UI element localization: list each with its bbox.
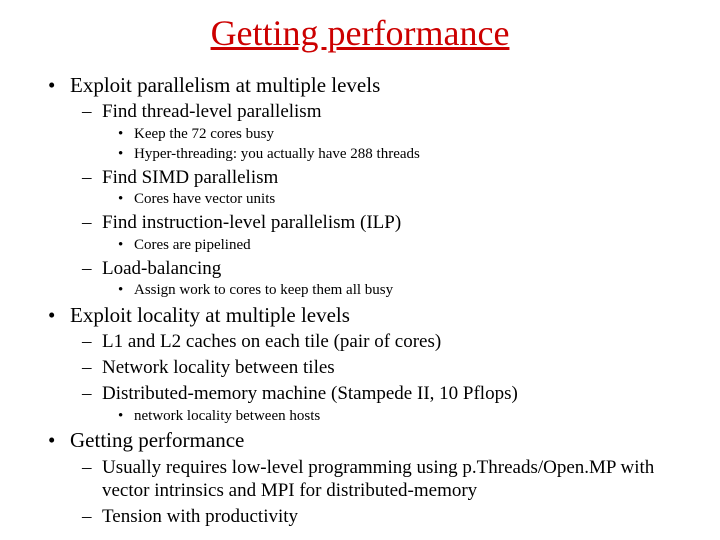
list-item-text: network locality between hosts (134, 408, 320, 424)
list-item-text: L1 and L2 caches on each tile (pair of c… (102, 331, 441, 352)
list-item: Hyper-threading: you actually have 288 t… (102, 145, 690, 164)
list-item: Assign work to cores to keep them all bu… (102, 281, 690, 300)
bullet-list-level-2: Usually requires low-level programming u… (70, 456, 690, 529)
list-item: Network locality between tiles (70, 356, 690, 380)
list-item: Distributed-memory machine (Stampede II,… (70, 382, 690, 426)
bullet-list-level-3: Cores are pipelined (102, 236, 690, 255)
list-item-text: Exploit locality at multiple levels (70, 303, 350, 327)
list-item-text: Exploit parallelism at multiple levels (70, 73, 380, 97)
list-item-text: Usually requires low-level programming u… (102, 457, 654, 502)
bullet-list-level-3: Assign work to cores to keep them all bu… (102, 281, 690, 300)
bullet-list-level-1: Exploit parallelism at multiple levels F… (30, 72, 690, 529)
list-item-text: Network locality between tiles (102, 357, 335, 378)
list-item: Keep the 72 cores busy (102, 125, 690, 144)
list-item-text: Hyper-threading: you actually have 288 t… (134, 146, 420, 162)
list-item-text: Keep the 72 cores busy (134, 126, 274, 142)
list-item-text: Cores have vector units (134, 191, 275, 207)
list-item: Exploit parallelism at multiple levels F… (30, 72, 690, 300)
list-item: Getting performance Usually requires low… (30, 427, 690, 529)
list-item: Tension with productivity (70, 505, 690, 529)
list-item-text: Tension with productivity (102, 506, 298, 527)
list-item-text: Find instruction-level parallelism (ILP) (102, 212, 401, 233)
list-item-text: Find SIMD parallelism (102, 167, 278, 188)
bullet-list-level-2: Find thread-level parallelism Keep the 7… (70, 100, 690, 300)
list-item: Exploit locality at multiple levels L1 a… (30, 302, 690, 425)
list-item: Usually requires low-level programming u… (70, 456, 690, 504)
list-item: Find instruction-level parallelism (ILP)… (70, 211, 690, 255)
bullet-list-level-3: Cores have vector units (102, 190, 690, 209)
list-item-text: Assign work to cores to keep them all bu… (134, 282, 393, 298)
list-item: Find SIMD parallelism Cores have vector … (70, 166, 690, 210)
list-item-text: Getting performance (70, 428, 244, 452)
slide: Getting performance Exploit parallelism … (0, 0, 720, 540)
list-item: Cores are pipelined (102, 236, 690, 255)
bullet-list-level-3: Keep the 72 cores busy Hyper-threading: … (102, 125, 690, 164)
list-item-text: Find thread-level parallelism (102, 101, 321, 122)
list-item-text: Cores are pipelined (134, 237, 251, 253)
list-item-text: Load-balancing (102, 258, 221, 279)
list-item: L1 and L2 caches on each tile (pair of c… (70, 330, 690, 354)
slide-title: Getting performance (30, 12, 690, 54)
bullet-list-level-2: L1 and L2 caches on each tile (pair of c… (70, 330, 690, 425)
list-item: Find thread-level parallelism Keep the 7… (70, 100, 690, 163)
list-item: network locality between hosts (102, 407, 690, 426)
list-item: Load-balancing Assign work to cores to k… (70, 257, 690, 301)
bullet-list-level-3: network locality between hosts (102, 407, 690, 426)
list-item-text: Distributed-memory machine (Stampede II,… (102, 383, 518, 404)
list-item: Cores have vector units (102, 190, 690, 209)
